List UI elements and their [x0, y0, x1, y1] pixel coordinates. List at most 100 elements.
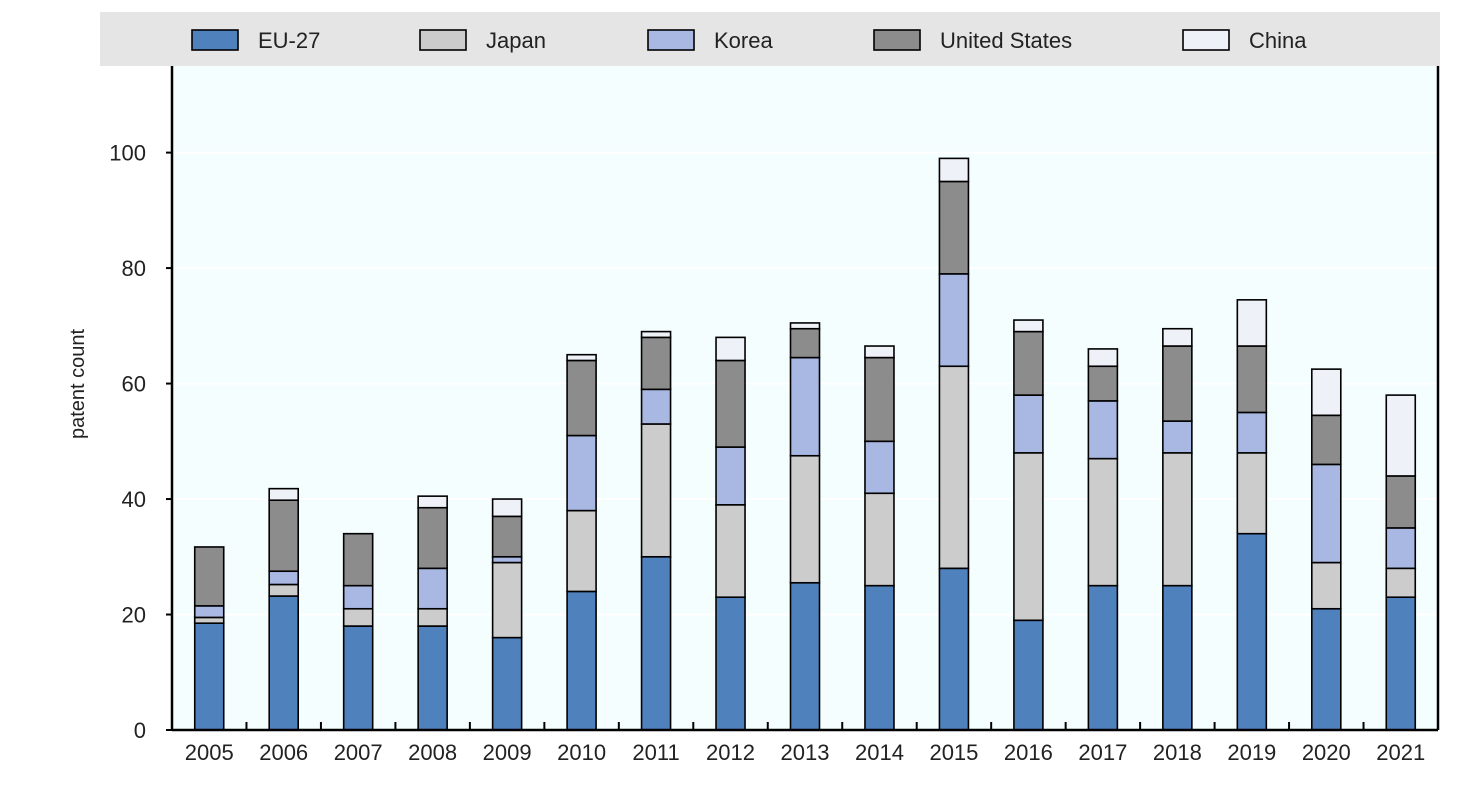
x-tick-label: 2021 [1376, 740, 1425, 765]
legend-swatch [1182, 29, 1230, 51]
bar-segment [1087, 457, 1119, 587]
bar-segment [1236, 532, 1268, 731]
bar-segment [491, 636, 523, 731]
bar-segment [1087, 584, 1119, 731]
x-tick-label: 2013 [781, 740, 830, 765]
bar-segment [566, 509, 597, 593]
bar-segment [1013, 319, 1044, 333]
x-tick-label: 2014 [855, 740, 904, 765]
x-tick-label: 2019 [1227, 740, 1276, 765]
bar-segment [864, 345, 895, 359]
bar-segment [1385, 527, 1417, 570]
bars [193, 157, 1417, 731]
bar-segment [1310, 607, 1342, 731]
legend-swatch [873, 29, 921, 51]
bar-segment [417, 607, 448, 627]
x-tick-label: 2016 [1004, 740, 1053, 765]
bar-segment [1162, 452, 1193, 587]
bar-segment [864, 356, 895, 443]
legend-swatch [647, 29, 695, 51]
bar-stack-2018 [1162, 327, 1193, 731]
bar-segment [566, 359, 597, 437]
bar-segment [193, 546, 225, 607]
legend-label: Japan [486, 28, 546, 53]
bar-segment [1013, 619, 1044, 731]
bar-segment [491, 561, 523, 639]
bar-stack-2015 [938, 157, 970, 731]
x-tick-label: 2020 [1302, 740, 1351, 765]
bar-segment [491, 515, 523, 558]
bar-segment [640, 423, 672, 558]
bar-segment [938, 273, 970, 368]
bar-segment [789, 322, 821, 330]
bar-segment [1013, 330, 1044, 396]
bar-segment [1310, 414, 1342, 466]
bar-segment [1087, 365, 1119, 402]
bar-segment [417, 506, 448, 570]
bar-segment [1310, 463, 1342, 564]
bar-segment [864, 440, 895, 495]
bar-stack-2017 [1087, 348, 1119, 731]
bar-segment [268, 487, 300, 501]
bar-segment [342, 607, 374, 627]
legend-item: Korea [647, 28, 773, 53]
x-tick-label: 2006 [259, 740, 308, 765]
bar-segment [938, 157, 970, 183]
bar-stack-2019 [1236, 299, 1268, 731]
legend-item: EU-27 [191, 28, 320, 53]
bar-segment [1310, 561, 1342, 610]
bar-stack-2005 [193, 546, 225, 731]
bar-segment [342, 625, 374, 731]
bar-segment [417, 495, 448, 509]
bar-segment [566, 353, 597, 362]
bar-segment [1236, 299, 1268, 347]
bar-stack-2007 [342, 532, 374, 731]
bar-segment [268, 583, 300, 597]
bar-segment [1236, 452, 1268, 535]
bar-segment [1385, 567, 1417, 599]
y-tick-label: 100 [109, 141, 146, 166]
bar-segment [1310, 368, 1342, 417]
bar-segment [1385, 394, 1417, 477]
bar-segment [715, 359, 746, 448]
bar-segment [268, 570, 300, 586]
bar-stack-2020 [1310, 368, 1342, 731]
bar-segment [789, 327, 821, 359]
legend-swatch [191, 29, 239, 51]
bar-segment [1236, 411, 1268, 454]
bar-segment [864, 492, 895, 587]
y-tick-label: 80 [122, 256, 146, 281]
legend-label: United States [940, 28, 1072, 53]
bar-segment [640, 330, 672, 339]
bar-segment [193, 616, 225, 624]
bar-segment [491, 498, 523, 518]
bar-segment [1385, 596, 1417, 731]
x-tick-label: 2015 [929, 740, 978, 765]
bar-segment [566, 590, 597, 731]
bar-segment [1162, 327, 1193, 347]
bar-segment [715, 596, 746, 731]
bar-segment [193, 622, 225, 731]
bar-segment [715, 336, 746, 362]
bar-stack-2009 [491, 498, 523, 731]
bar-segment [268, 499, 300, 573]
bar-segment [342, 584, 374, 610]
bar-segment [789, 581, 821, 731]
y-tick-label: 0 [134, 718, 146, 743]
bar-stack-2011 [640, 330, 672, 731]
bar-segment [491, 555, 523, 564]
bar-segment [789, 356, 821, 457]
legend-label: EU-27 [258, 28, 320, 53]
legend-label: China [1249, 28, 1307, 53]
x-tick-label: 2010 [557, 740, 606, 765]
bar-segment [1013, 452, 1044, 622]
x-tick-label: 2018 [1153, 740, 1202, 765]
x-tick-label: 2009 [483, 740, 532, 765]
x-tick-label: 2012 [706, 740, 755, 765]
bar-stack-2012 [715, 336, 746, 731]
bar-segment [938, 567, 970, 731]
bar-segment [864, 584, 895, 731]
legend-label: Korea [714, 28, 773, 53]
bar-stack-2016 [1013, 319, 1044, 731]
bar-segment [1162, 420, 1193, 454]
